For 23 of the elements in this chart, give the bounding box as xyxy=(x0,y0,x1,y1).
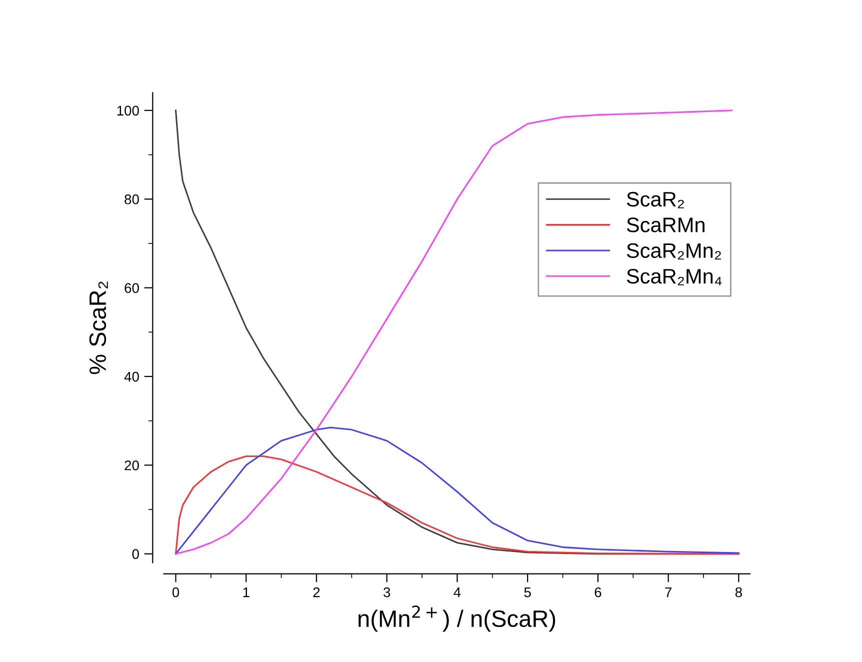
x-tick-label: 0 xyxy=(172,587,180,598)
legend-label: ScaRMn xyxy=(626,218,704,232)
x-tick-label: 6 xyxy=(594,587,602,598)
y-tick-label: 100 xyxy=(117,106,139,116)
x-axis-title: n(Mn$^{2+}$) / n(ScaR) xyxy=(358,606,556,632)
legend-label: ScaR₂Mn₄ xyxy=(626,268,722,286)
y-axis-title: % ScaR₂ xyxy=(89,282,108,374)
x-tick-label: 7 xyxy=(665,588,672,598)
line-series xyxy=(174,426,740,555)
x-tick-label: 4 xyxy=(454,588,461,598)
line-series xyxy=(174,456,740,555)
x-tick-label: 1 xyxy=(243,588,250,598)
x-tick-label: 8 xyxy=(735,587,742,598)
y-tick-label: 40 xyxy=(124,372,139,382)
legend-label: ScaR₂Mn₂ xyxy=(626,243,721,260)
legend-label: ScaR₂ xyxy=(626,192,684,208)
y-tick-label: 20 xyxy=(124,460,139,470)
y-tick-label: 60 xyxy=(124,283,139,293)
x-tick-label: 2 xyxy=(313,587,320,598)
x-tick-label: 5 xyxy=(524,588,531,598)
y-tick-label: 80 xyxy=(124,194,139,204)
x-tick-label: 3 xyxy=(384,587,390,598)
y-tick-label: 0 xyxy=(132,549,139,559)
